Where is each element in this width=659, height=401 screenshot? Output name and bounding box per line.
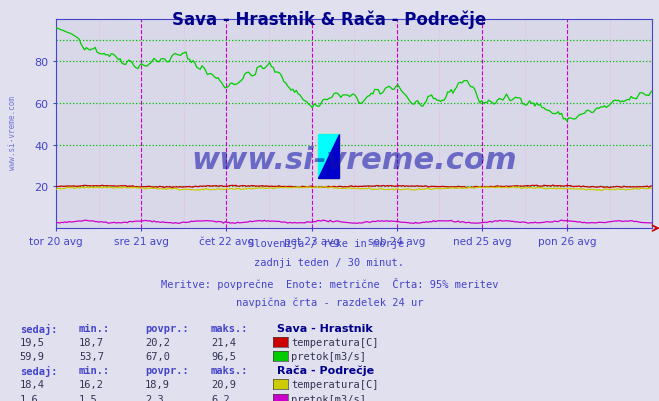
Text: 1,6: 1,6 [20,394,38,401]
Text: Sava - Hrastnik: Sava - Hrastnik [277,323,372,333]
Text: Rača - Podrečje: Rača - Podrečje [277,365,374,375]
Text: 18,7: 18,7 [79,337,104,347]
Text: 19,5: 19,5 [20,337,45,347]
Text: povpr.:: povpr.: [145,365,188,375]
Text: 20,2: 20,2 [145,337,170,347]
Text: maks.:: maks.: [211,323,248,333]
Text: Sava - Hrastnik & Rača - Podrečje: Sava - Hrastnik & Rača - Podrečje [173,10,486,28]
Polygon shape [318,135,339,178]
Text: min.:: min.: [79,323,110,333]
Text: www.si-vreme.com: www.si-vreme.com [8,95,17,169]
Text: www.si-vreme.com: www.si-vreme.com [191,145,517,174]
Text: 1,5: 1,5 [79,394,98,401]
Text: 18,9: 18,9 [145,379,170,389]
Text: pretok[m3/s]: pretok[m3/s] [291,394,366,401]
Text: 6,2: 6,2 [211,394,229,401]
Text: Meritve: povprečne  Enote: metrične  Črta: 95% meritev: Meritve: povprečne Enote: metrične Črta:… [161,277,498,289]
Text: sedaj:: sedaj: [20,365,57,376]
Text: 2,3: 2,3 [145,394,163,401]
Bar [318,135,339,178]
Text: 53,7: 53,7 [79,351,104,361]
Text: temperatura[C]: temperatura[C] [291,379,379,389]
Text: sedaj:: sedaj: [20,323,57,334]
Text: zadnji teden / 30 minut.: zadnji teden / 30 minut. [254,258,405,268]
Text: 18,4: 18,4 [20,379,45,389]
Text: 16,2: 16,2 [79,379,104,389]
Text: min.:: min.: [79,365,110,375]
Text: 96,5: 96,5 [211,351,236,361]
Text: temperatura[C]: temperatura[C] [291,337,379,347]
Text: pretok[m3/s]: pretok[m3/s] [291,351,366,361]
Text: 20,9: 20,9 [211,379,236,389]
Text: Slovenija / reke in morje.: Slovenija / reke in morje. [248,239,411,249]
Text: 67,0: 67,0 [145,351,170,361]
Polygon shape [318,135,339,178]
Text: navpična črta - razdelek 24 ur: navpična črta - razdelek 24 ur [236,296,423,307]
Text: maks.:: maks.: [211,365,248,375]
Text: 21,4: 21,4 [211,337,236,347]
Text: povpr.:: povpr.: [145,323,188,333]
Text: 59,9: 59,9 [20,351,45,361]
